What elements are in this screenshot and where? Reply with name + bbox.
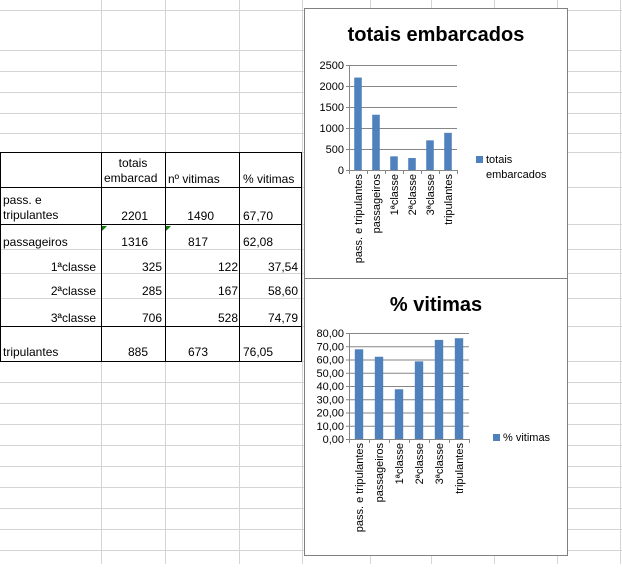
cell-totais[interactable]: 1316 — [121, 235, 148, 249]
chart-svg: totais embarcados 0 500 1000 1500 2000 2500 pas… — [320, 24, 548, 264]
x-tick-label: passageiros — [374, 443, 386, 503]
bar — [374, 356, 384, 439]
header-totais-line1[interactable]: totais — [118, 156, 148, 170]
cell-vitimas[interactable]: 817 — [187, 235, 208, 249]
x-tick-label: 1ªclasse — [394, 443, 406, 484]
header-vitimas[interactable]: nº vitimas — [168, 172, 220, 186]
x-tick-label: pass. e tripulantes — [354, 443, 366, 533]
x-tick-label: 1ªclasse — [389, 174, 401, 215]
cell-totais[interactable]: 325 — [141, 260, 162, 274]
chart-totais-embarcados[interactable]: totais embarcados 0 500 1000 1500 2000 2500 pas… — [304, 8, 568, 280]
y-tick-label: 500 — [326, 144, 344, 156]
chart-title: totais embarcados — [348, 24, 525, 46]
cell-vitimas[interactable]: 122 — [217, 260, 238, 274]
chart-title: % vitimas — [390, 294, 482, 316]
cell-pct[interactable]: 58,60 — [267, 284, 298, 298]
bar — [426, 140, 434, 170]
y-tick-label: 80,00 — [316, 328, 344, 340]
cell-totais[interactable]: 2201 — [121, 209, 148, 223]
x-tick-label: 2ªclasse — [407, 174, 419, 215]
bar — [408, 158, 416, 170]
cell-vitimas[interactable]: 167 — [217, 284, 238, 298]
y-tick-label: 1000 — [320, 123, 344, 135]
cell-totais[interactable]: 706 — [141, 311, 162, 325]
cell-pct[interactable]: 37,54 — [267, 260, 298, 274]
row-label-line2[interactable]: tripulantes — [3, 208, 59, 222]
bar — [454, 338, 464, 439]
legend-label: embarcados — [486, 169, 547, 181]
bar — [444, 132, 452, 170]
bar — [394, 389, 404, 439]
cell-pct[interactable]: 67,70 — [242, 209, 273, 223]
cell-pct[interactable]: 76,05 — [242, 345, 273, 359]
y-tick-label: 70,00 — [316, 341, 344, 353]
legend-label: totais — [486, 154, 513, 166]
x-tick-label: passageiros — [371, 174, 383, 234]
y-tick-label: 20,00 — [316, 408, 344, 420]
row-label[interactable]: passageiros — [3, 235, 68, 249]
bar — [414, 361, 424, 439]
row-label[interactable]: 2ªclasse — [50, 284, 96, 298]
bar — [354, 77, 362, 170]
bar — [354, 349, 364, 439]
cell-indicator — [102, 226, 107, 231]
x-tick-label: pass. e tripulantes — [353, 174, 365, 264]
legend-label: % vitimas — [503, 432, 551, 444]
y-tick-label: 2500 — [320, 60, 344, 72]
x-tick-label: 3ªclasse — [425, 174, 437, 215]
header-totais-line2[interactable]: embarcad — [104, 171, 158, 185]
bar — [390, 156, 398, 170]
y-tick-label: 60,00 — [316, 355, 344, 367]
bar — [434, 339, 444, 439]
y-tick-label: 10,00 — [316, 421, 344, 433]
cell-pct[interactable]: 62,08 — [242, 235, 273, 249]
y-tick-label: 1500 — [320, 102, 344, 114]
cell-vitimas[interactable]: 1490 — [187, 209, 214, 223]
y-tick-label: 40,00 — [316, 381, 344, 393]
cell-indicator — [166, 226, 171, 231]
legend-swatch — [476, 156, 483, 163]
header-pct[interactable]: % vitimas — [243, 172, 295, 186]
x-tick-label: tripulantes — [454, 443, 466, 494]
bar — [372, 114, 380, 170]
cell-vitimas[interactable]: 673 — [187, 345, 208, 359]
x-tick-label: 3ªclasse — [434, 443, 446, 484]
x-tick-label: 2ªclasse — [414, 443, 426, 484]
cell-totais[interactable]: 285 — [141, 284, 162, 298]
row-label[interactable]: 1ªclasse — [50, 260, 96, 274]
cell-vitimas[interactable]: 528 — [217, 311, 238, 325]
x-tick-label: tripulantes — [443, 174, 455, 225]
y-tick-label: 0 — [338, 165, 344, 177]
chart-pct-vitimas[interactable]: % vitimas 0,00 10,00 20,00 30,00 40,00 50,00 60… — [304, 278, 568, 556]
legend-swatch — [493, 434, 500, 441]
row-label[interactable]: tripulantes — [3, 345, 59, 359]
y-tick-label: 0,00 — [323, 434, 344, 446]
row-label[interactable]: 3ªclasse — [50, 311, 96, 325]
y-tick-label: 50,00 — [316, 368, 344, 380]
row-label-line1[interactable]: pass. e — [3, 193, 42, 207]
y-tick-label: 2000 — [320, 81, 344, 93]
cell-pct[interactable]: 74,79 — [267, 311, 298, 325]
y-tick-label: 30,00 — [316, 394, 344, 406]
cell-totais[interactable]: 885 — [127, 345, 148, 359]
